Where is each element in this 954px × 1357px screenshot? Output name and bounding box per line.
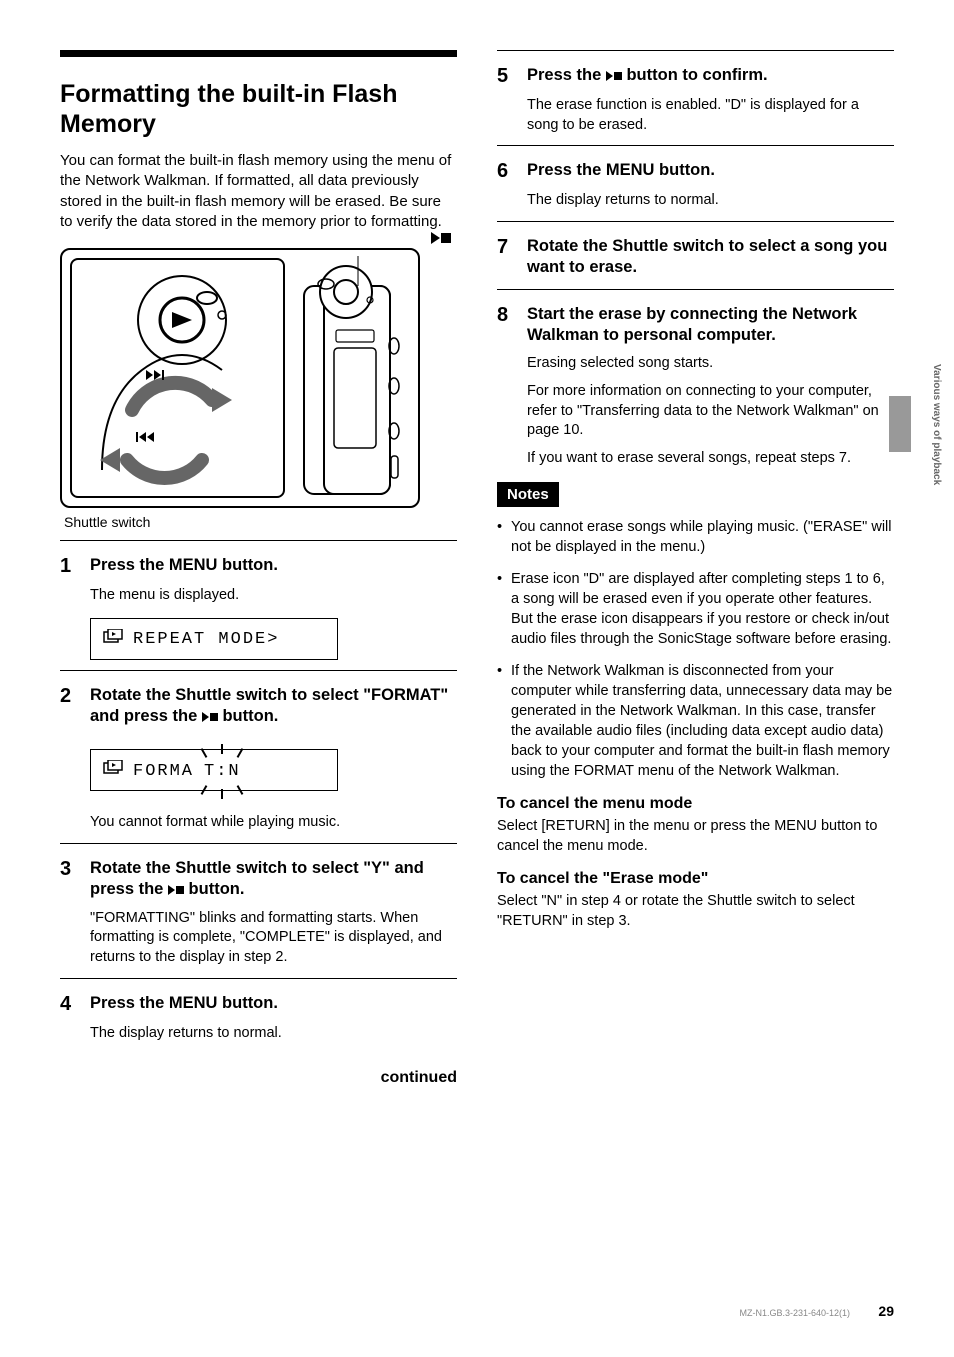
repeat-icon [103,629,123,651]
note-item: You cannot erase songs while playing mus… [511,517,894,557]
notes-list: You cannot erase songs while playing mus… [497,517,894,781]
step-body: "FORMATTING" blinks and formatting start… [90,909,457,968]
notes-label: Notes [497,482,559,507]
step-body: The erase function is enabled. "D" is di… [527,96,894,135]
continued-label: continued [60,1069,457,1087]
step-body: Erasing selected song starts. For more i… [527,354,894,468]
step-3: 3 Rotate the Shuttle switch to select "Y… [60,843,457,968]
note-item: Erase icon "D" are displayed after compl… [511,569,894,649]
device-svg [282,256,412,502]
step-head-post: button. [222,707,278,725]
lcd-blink: T:N [204,762,241,781]
step-number: 3 [60,858,78,901]
page-code: MZ-N1.GB.3-231-640-12(1) [739,1308,850,1318]
shuttle-closeup-svg [72,260,282,496]
lcd-display: REPEAT MODE> [90,618,338,660]
section-lead: You can format the built-in flash memory… [60,151,457,232]
play-stop-icon [168,885,184,895]
right-column: 5 Press the button to confirm. The erase… [497,50,894,1087]
step-1: 1 Press the MENU button. The menu is dis… [60,540,457,660]
diagram-inset [70,258,285,498]
step-8: 8 Start the erase by connecting the Netw… [497,289,894,469]
step-number: 8 [497,304,515,347]
erase-cancel-head: To cancel the "Erase mode" [497,870,894,888]
step-head-post: button. [189,880,245,898]
step-head: Press the MENU button. [527,160,715,183]
step-number: 2 [60,685,78,728]
cancel-head: To cancel the menu mode [497,795,894,813]
lcd-text-static: FORMA [133,762,194,781]
lcd-text: REPEAT MODE> [133,630,279,649]
erase-cancel-body: Select "N" in step 4 or rotate the Shutt… [497,892,894,931]
section-rule [60,50,457,57]
step-tail: You cannot format while playing music. [90,813,457,833]
step-head: Rotate the Shuttle switch to select "FOR… [90,685,457,728]
step-head-pre: Press the [527,66,606,84]
step-body-line: Erasing selected song starts. [527,354,894,374]
step-head-post: button to confirm. [626,66,767,84]
device-diagram [60,248,420,508]
step-head: Press the MENU button. [90,993,278,1016]
play-stop-icon [202,712,218,722]
step-number: 6 [497,160,515,183]
next-icon [146,370,164,380]
step-number: 5 [497,65,515,88]
note-item: If the Network Walkman is disconnected f… [511,661,894,781]
step-head: Start the erase by connecting the Networ… [527,304,894,347]
step-4: 4 Press the MENU button. The display ret… [60,978,457,1044]
play-stop-icon [606,71,622,81]
step-body-line: For more information on connecting to yo… [527,382,894,441]
step-body: The menu is displayed. [90,586,457,606]
step-5: 5 Press the button to confirm. The erase… [497,50,894,135]
side-tab-label: Various ways of playback [931,364,942,378]
diagram-caption: Shuttle switch [60,514,457,530]
page-number: 29 [878,1303,894,1319]
repeat-icon [103,760,123,782]
step-body: The display returns to normal. [90,1024,457,1044]
step-6: 6 Press the MENU button. The display ret… [497,145,894,211]
step-head: Press the button to confirm. [527,65,768,88]
step-body-line: If you want to erase several songs, repe… [527,449,894,469]
step-number: 7 [497,236,515,279]
step-head: Rotate the Shuttle switch to select "Y" … [90,858,457,901]
left-column: Formatting the built-in Flash Memory You… [60,50,457,1087]
lcd-display: FORMA T:N [90,749,338,791]
cancel-body: Select [RETURN] in the menu or press the… [497,817,894,856]
prev-icon [136,432,154,442]
section-title: Formatting the built-in Flash Memory [60,79,457,139]
step-head: Press the MENU button. [90,555,278,578]
step-body: The display returns to normal. [527,191,894,211]
step-2: 2 Rotate the Shuttle switch to select "F… [60,670,457,833]
device-diagram-wrap: Shuttle switch [60,248,457,530]
side-tab [889,396,911,452]
step-7: 7 Rotate the Shuttle switch to select a … [497,221,894,279]
manual-page: Formatting the built-in Flash Memory You… [0,0,954,1127]
play-stop-icon [431,232,451,244]
step-number: 4 [60,993,78,1016]
step-head: Rotate the Shuttle switch to select a so… [527,236,894,279]
step-head-pre: Rotate the Shuttle switch to select "Y" … [90,859,424,898]
step-number: 1 [60,555,78,578]
